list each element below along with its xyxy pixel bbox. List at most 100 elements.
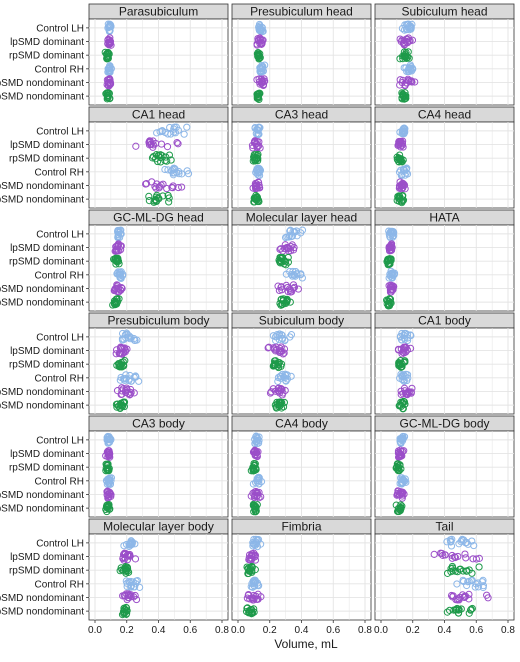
data-point (243, 604, 252, 612)
y-tick-label: lpSMD nondominant (0, 490, 84, 501)
facet-panel: CA3 body Control LH lpSMD dominant rpSMD do… (0, 415, 229, 518)
data-point (407, 77, 415, 86)
x-tick-label: 0.2 (120, 625, 134, 636)
data-point (117, 361, 125, 369)
data-point (244, 569, 253, 578)
data-point (253, 453, 261, 461)
data-point (148, 154, 157, 162)
data-point (274, 387, 282, 395)
data-point (395, 359, 403, 368)
data-point (113, 270, 121, 278)
data-point (178, 170, 186, 178)
data-point (454, 606, 463, 614)
data-point (127, 377, 136, 385)
facet-panel: Fimbria 0.0 0.2 0.4 0.6 0.8 (231, 518, 372, 636)
data-point (165, 198, 173, 206)
data-point (250, 194, 258, 203)
data-point (385, 243, 393, 252)
data-point (116, 270, 125, 278)
data-point (158, 127, 166, 135)
facet-title: HATA (429, 211, 459, 225)
data-point (460, 593, 469, 602)
data-point (271, 347, 280, 355)
data-point (397, 439, 405, 447)
data-point (110, 255, 118, 263)
data-point (171, 129, 180, 137)
data-point (388, 273, 396, 282)
data-point (106, 479, 114, 487)
data-point (104, 20, 112, 28)
data-point (459, 567, 467, 575)
data-point (283, 243, 291, 252)
data-point (400, 165, 408, 173)
data-point (479, 576, 487, 584)
y-tick-label: rpSMD nondominant (0, 92, 84, 103)
data-point (411, 78, 419, 86)
data-point (275, 331, 283, 340)
data-point (255, 26, 264, 35)
data-point (106, 75, 114, 83)
data-point (403, 388, 412, 396)
data-point (116, 286, 124, 294)
data-point (386, 246, 394, 254)
data-point (250, 466, 259, 475)
y-tick-label: rpSMD nondominant (0, 298, 84, 309)
data-point (183, 123, 191, 131)
data-point (387, 240, 396, 248)
data-point (396, 55, 404, 63)
y-tick-label: lpSMD nondominant (0, 387, 84, 398)
data-point (398, 502, 406, 510)
data-point (131, 591, 139, 600)
data-point (386, 255, 394, 263)
data-point (472, 555, 481, 563)
data-point (400, 127, 409, 135)
data-point (173, 139, 181, 147)
data-point (255, 75, 263, 83)
data-point (259, 27, 267, 35)
data-point (287, 331, 296, 339)
data-point (127, 592, 135, 601)
data-point (278, 370, 286, 378)
data-point (266, 389, 275, 397)
facet-title: Molecular layer head (246, 211, 357, 225)
facet-title: CA1 head (132, 108, 185, 122)
y-tick-label: lpSMD dominant (10, 346, 84, 357)
y-tick-label: rpSMD nondominant (0, 195, 84, 206)
data-point (474, 583, 482, 591)
data-point (127, 389, 135, 397)
x-tick-label: 0.2 (263, 625, 277, 636)
data-point (152, 197, 160, 205)
facet-panel: CA3 head (231, 106, 372, 209)
data-point (249, 466, 257, 474)
data-point (116, 376, 124, 384)
data-point (174, 140, 182, 148)
data-point (249, 144, 257, 152)
facet-title: Presubiculum body (107, 314, 209, 328)
data-point (398, 196, 407, 204)
x-tick-label: 0.6 (183, 625, 197, 636)
x-tick-label: 0.0 (88, 625, 102, 636)
data-point (402, 79, 410, 87)
data-point (256, 64, 264, 72)
data-point (114, 360, 123, 368)
facet-panel: Molecular layer head (231, 209, 372, 312)
data-point (402, 390, 410, 398)
data-point (294, 285, 303, 293)
facet-panel: Presubiculum body Control LH lpSMD dominan… (0, 312, 229, 415)
y-tick-label: Control LH (36, 332, 84, 343)
data-point (288, 288, 296, 296)
data-point (398, 24, 407, 33)
data-point (148, 178, 156, 186)
y-tick-label: Control LH (36, 538, 84, 549)
x-tick-label: 0.4 (438, 625, 452, 636)
data-point (116, 404, 124, 413)
data-point (106, 79, 114, 87)
data-point (397, 435, 405, 443)
data-point (125, 541, 133, 549)
data-point (249, 489, 257, 497)
data-point (120, 549, 129, 557)
y-tick-label: Control RH (35, 373, 84, 384)
data-point (278, 286, 286, 294)
data-point (251, 551, 259, 559)
data-point (251, 447, 259, 455)
